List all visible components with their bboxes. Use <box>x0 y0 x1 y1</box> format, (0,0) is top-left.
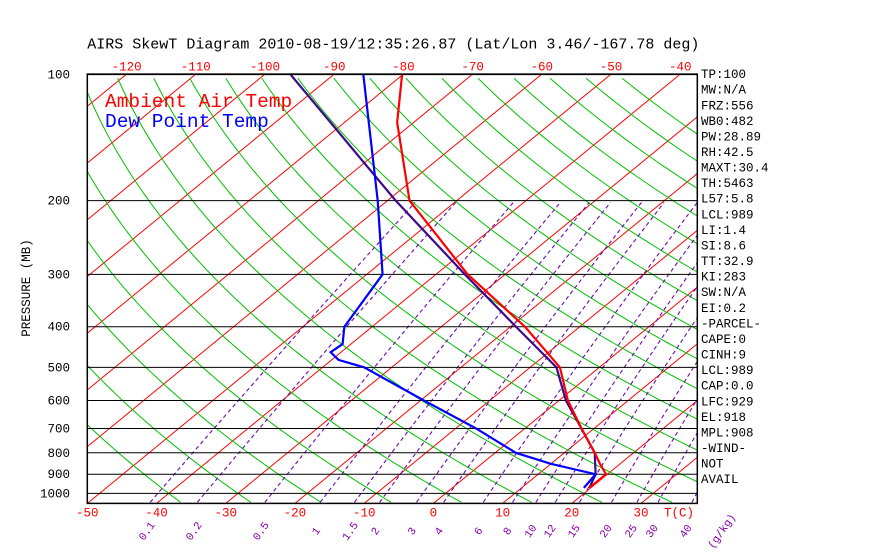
svg-text:TH:5463: TH:5463 <box>701 177 754 191</box>
svg-text:300: 300 <box>47 268 70 282</box>
svg-text:-30: -30 <box>214 507 237 521</box>
svg-text:600: 600 <box>47 395 70 409</box>
svg-text:-40: -40 <box>669 61 692 75</box>
svg-text:0: 0 <box>430 507 438 521</box>
svg-text:TP:100: TP:100 <box>701 68 746 82</box>
svg-text:PW:28.89: PW:28.89 <box>701 130 761 144</box>
svg-text:900: 900 <box>47 468 70 482</box>
svg-text:700: 700 <box>47 423 70 437</box>
svg-text:WB0:482: WB0:482 <box>701 115 754 129</box>
svg-text:AIRS SkewT Diagram 2010-08-19/: AIRS SkewT Diagram 2010-08-19/12:35:26.8… <box>87 37 699 54</box>
svg-text:-70: -70 <box>461 61 484 75</box>
svg-text:CAP:0.0: CAP:0.0 <box>701 380 754 394</box>
svg-text:FRZ:556: FRZ:556 <box>701 99 754 113</box>
svg-text:-WIND-: -WIND- <box>701 442 746 456</box>
svg-text:MAXT:30.4: MAXT:30.4 <box>701 162 769 176</box>
svg-text:TT:32.9: TT:32.9 <box>701 255 754 269</box>
svg-text:T(C): T(C) <box>664 507 694 521</box>
svg-text:500: 500 <box>47 361 70 375</box>
svg-text:LFC:929: LFC:929 <box>701 395 754 409</box>
svg-text:LCL:989: LCL:989 <box>701 364 754 378</box>
svg-text:20: 20 <box>564 507 579 521</box>
svg-text:-60: -60 <box>531 61 554 75</box>
svg-text:Dew Point Temp: Dew Point Temp <box>105 111 269 133</box>
svg-text:-90: -90 <box>323 61 346 75</box>
svg-text:RH:42.5: RH:42.5 <box>701 146 754 160</box>
svg-text:-100: -100 <box>250 61 280 75</box>
svg-text:CINH:9: CINH:9 <box>701 349 746 363</box>
svg-text:Ambient Air Temp: Ambient Air Temp <box>105 91 292 113</box>
svg-text:-50: -50 <box>600 61 623 75</box>
svg-text:PRESSURE (MB): PRESSURE (MB) <box>20 239 34 337</box>
svg-text:-120: -120 <box>112 61 142 75</box>
svg-text:-40: -40 <box>145 507 168 521</box>
svg-text:MPL:908: MPL:908 <box>701 426 754 440</box>
svg-text:EI:0.2: EI:0.2 <box>701 302 746 316</box>
svg-text:30: 30 <box>633 507 648 521</box>
svg-text:-PARCEL-: -PARCEL- <box>701 317 761 331</box>
svg-text:KI:283: KI:283 <box>701 271 746 285</box>
svg-text:200: 200 <box>47 195 70 209</box>
svg-text:MW:N/A: MW:N/A <box>701 84 747 98</box>
svg-text:LI:1.4: LI:1.4 <box>701 224 746 238</box>
svg-text:-10: -10 <box>353 507 376 521</box>
svg-text:400: 400 <box>47 321 70 335</box>
svg-text:-110: -110 <box>181 61 211 75</box>
svg-text:10: 10 <box>495 507 510 521</box>
svg-text:SW:N/A: SW:N/A <box>701 286 747 300</box>
svg-text:CAPE:0: CAPE:0 <box>701 333 746 347</box>
svg-text:-80: -80 <box>392 61 415 75</box>
svg-text:EL:918: EL:918 <box>701 411 746 425</box>
svg-text:AVAIL: AVAIL <box>701 473 739 487</box>
svg-text:-20: -20 <box>284 507 307 521</box>
svg-text:NOT: NOT <box>701 458 724 472</box>
svg-text:SI:8.6: SI:8.6 <box>701 240 746 254</box>
svg-text:L57:5.8: L57:5.8 <box>701 193 754 207</box>
svg-text:LCL:989: LCL:989 <box>701 208 754 222</box>
svg-text:-50: -50 <box>76 507 99 521</box>
svg-text:100: 100 <box>47 69 70 83</box>
svg-text:800: 800 <box>47 447 70 461</box>
svg-text:1000: 1000 <box>40 487 70 501</box>
